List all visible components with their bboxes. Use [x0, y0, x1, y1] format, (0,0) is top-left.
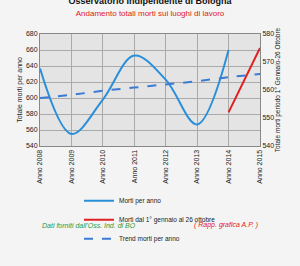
svg-text:Anno 2014: Anno 2014 — [225, 150, 232, 184]
svg-text:Dati forniti dall'Oss. Ind. di: Dati forniti dall'Oss. Ind. di BO — [42, 222, 136, 229]
svg-text:Anno 2013: Anno 2013 — [193, 150, 200, 184]
svg-text:640: 640 — [26, 62, 38, 69]
svg-text:( Rapp. grafica A.P. ): ( Rapp. grafica A.P. ) — [194, 221, 258, 229]
svg-text:Morti dal 1° gennaio al 26 ott: Morti dal 1° gennaio al 26 ottobre — [119, 216, 215, 224]
svg-text:Anno 2008: Anno 2008 — [36, 150, 43, 184]
svg-text:600: 600 — [26, 94, 38, 101]
svg-text:580: 580 — [26, 110, 38, 117]
svg-text:680: 680 — [26, 30, 38, 37]
svg-text:540: 540 — [26, 142, 38, 149]
svg-text:Anno 2009: Anno 2009 — [68, 150, 75, 184]
svg-text:560: 560 — [262, 86, 274, 93]
svg-text:580: 580 — [262, 30, 274, 37]
svg-text:Totale morti per anno: Totale morti per anno — [16, 57, 24, 123]
svg-text:Totale morti periodo 1° Gennai: Totale morti periodo 1° Gennaio-26 Ottob… — [274, 27, 282, 152]
svg-text:Anno 2011: Anno 2011 — [131, 150, 138, 183]
svg-text:570: 570 — [262, 58, 274, 65]
svg-text:540: 540 — [262, 142, 274, 149]
svg-text:Anno 2010: Anno 2010 — [99, 150, 106, 184]
svg-text:Morti per anno: Morti per anno — [119, 197, 161, 205]
svg-text:620: 620 — [26, 78, 38, 85]
svg-text:Trend morti per anno: Trend morti per anno — [119, 235, 180, 243]
svg-text:Osservatorio Indipendente di B: Osservatorio Indipendente di BolognaAnda… — [68, 0, 232, 18]
svg-text:Anno 2012: Anno 2012 — [162, 150, 169, 184]
svg-text:660: 660 — [26, 46, 38, 53]
svg-text:550: 550 — [262, 114, 274, 121]
svg-text:560: 560 — [26, 126, 38, 133]
svg-text:Anno 2015: Anno 2015 — [256, 150, 263, 184]
